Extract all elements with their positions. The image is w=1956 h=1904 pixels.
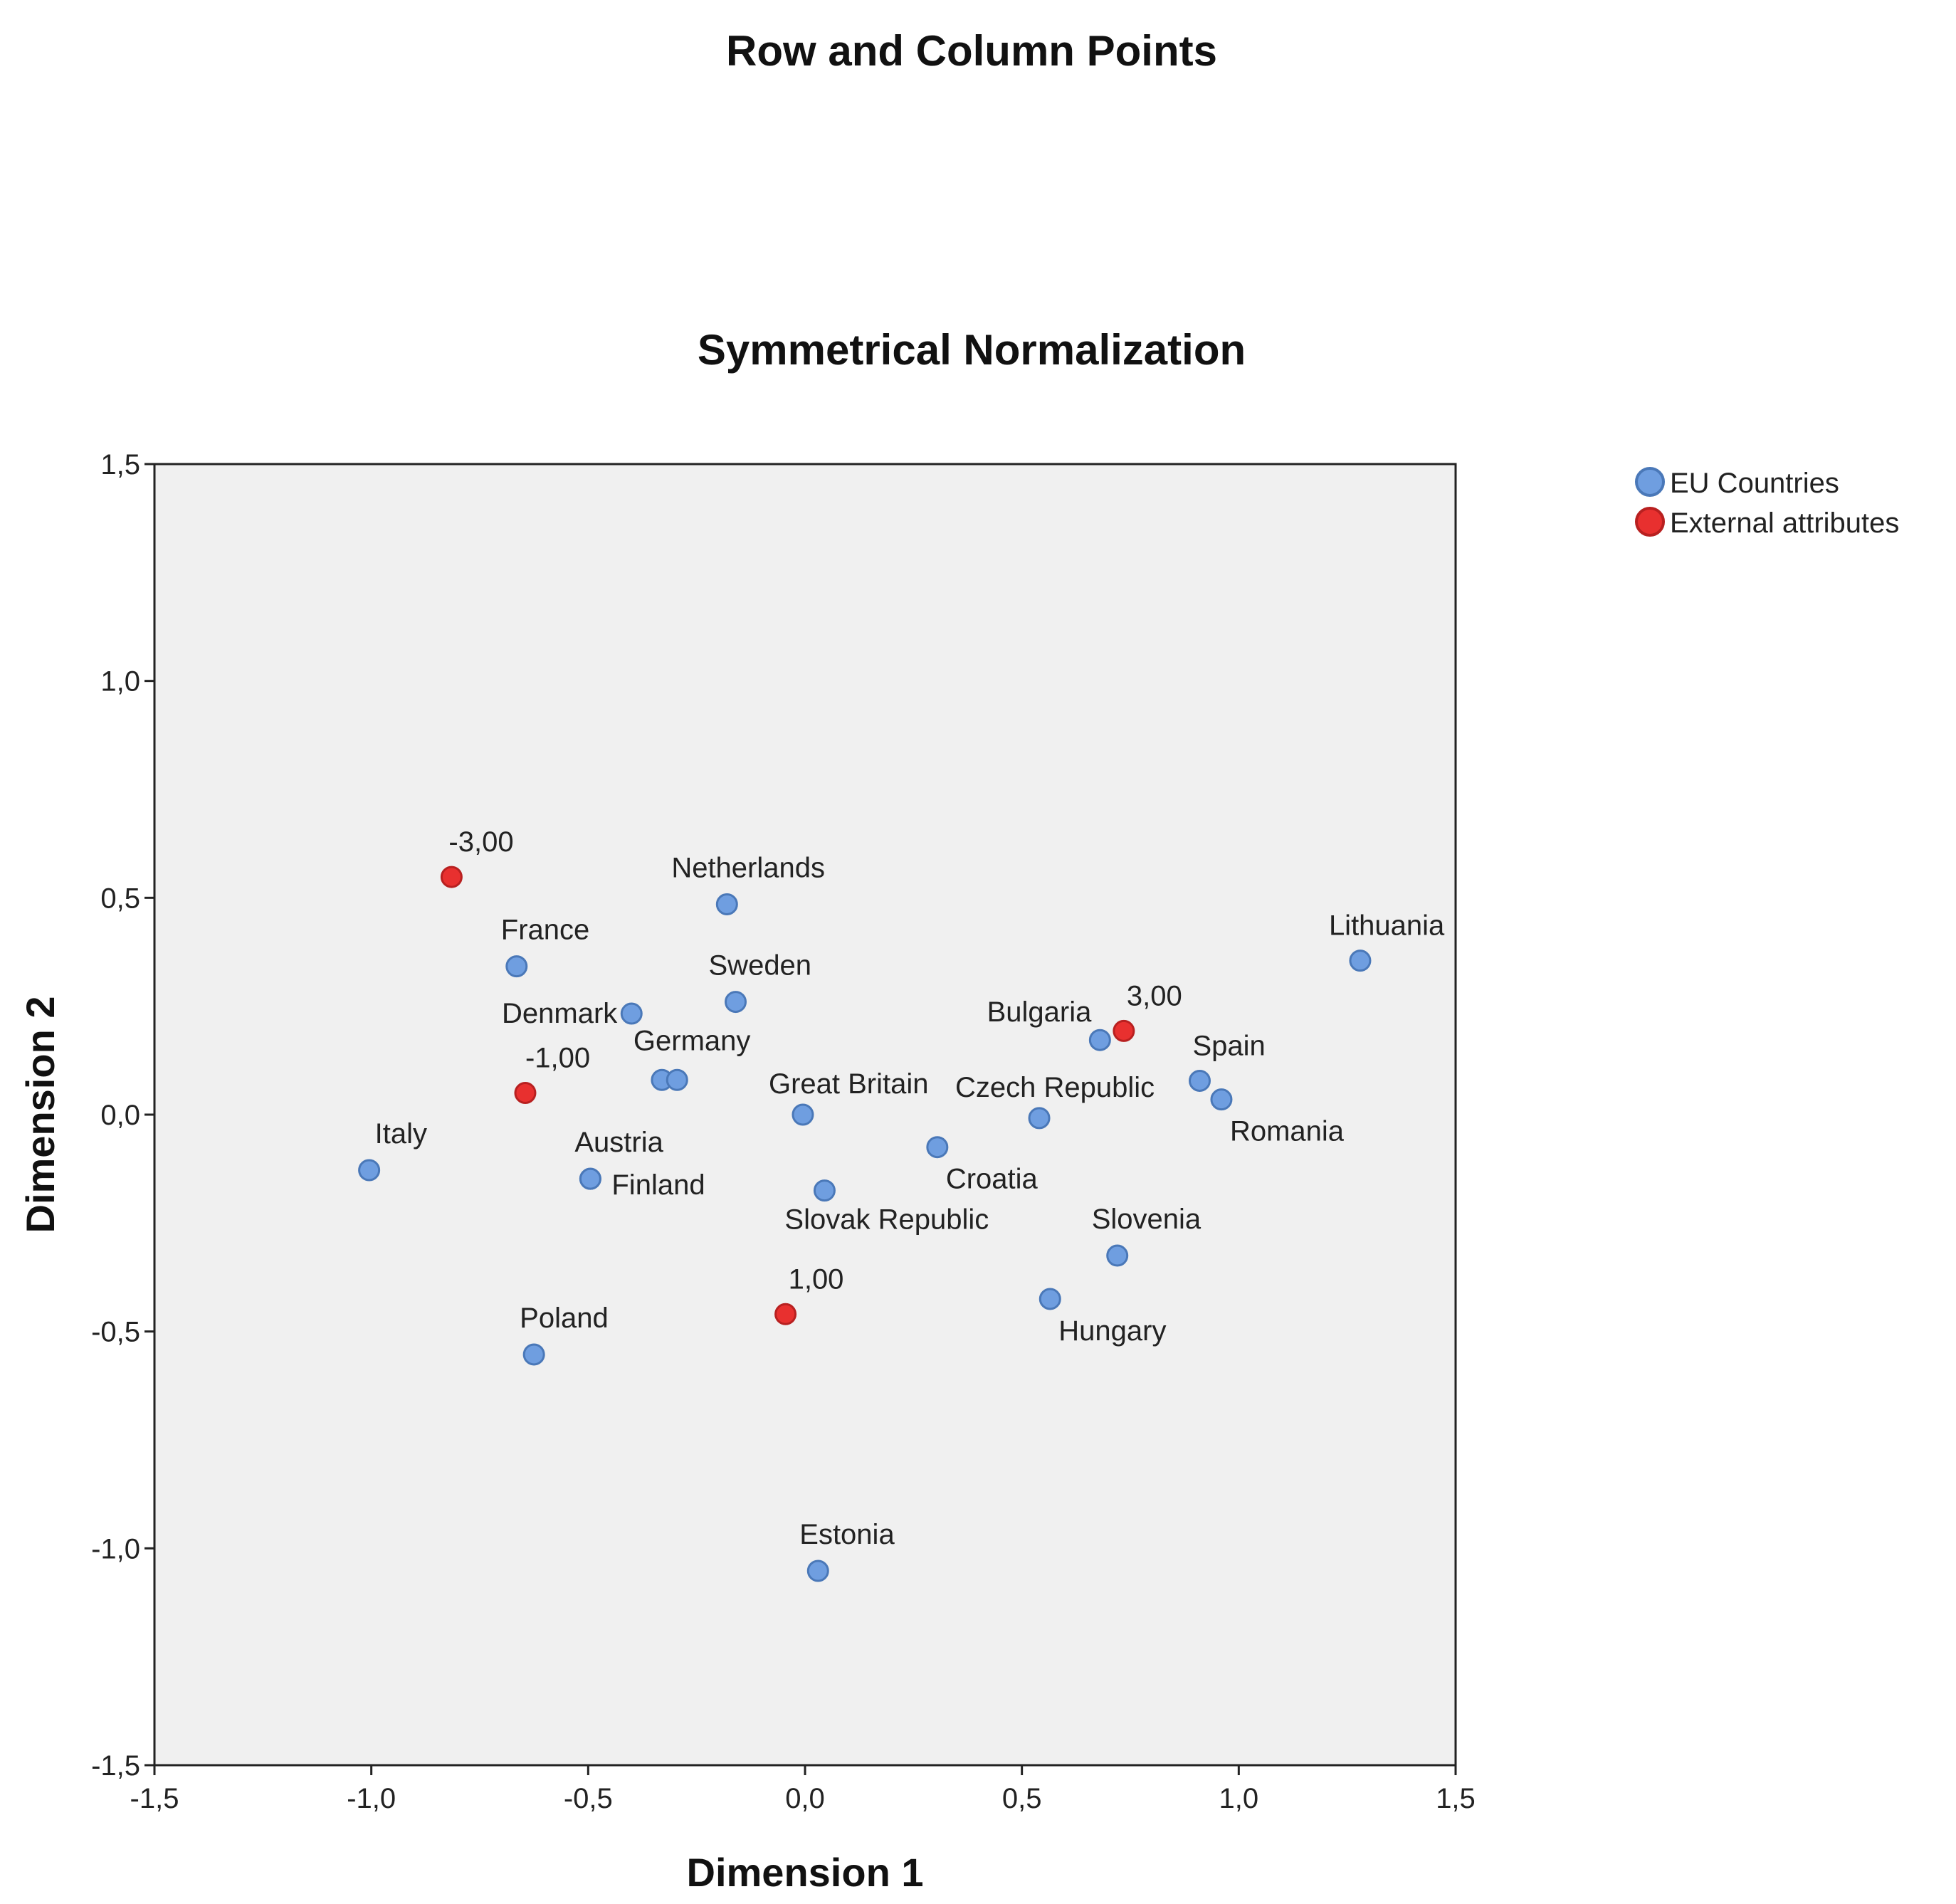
eu-country-point	[1039, 1288, 1061, 1310]
eu-country-point	[1088, 1029, 1111, 1051]
point-label: Sweden	[709, 950, 812, 982]
chart-subtitle: Symmetrical Normalization	[698, 326, 1246, 374]
point-label: Austria	[574, 1127, 663, 1158]
eu-country-point	[725, 991, 747, 1014]
x-tick-label: -1,0	[347, 1783, 396, 1814]
eu-country-point	[926, 1136, 949, 1159]
data-points	[358, 866, 1372, 1582]
legend-label-eu-countries: EU Countries	[1670, 468, 1839, 499]
x-tick-label: 1,0	[1219, 1783, 1259, 1814]
eu-country-point	[806, 1560, 829, 1582]
point-label: Lithuania	[1329, 910, 1445, 942]
eu-country-point	[715, 893, 738, 915]
x-tick-label: 0,0	[785, 1783, 825, 1814]
y-tick-label: 0,5	[100, 883, 140, 914]
point-label: Slovenia	[1092, 1204, 1202, 1235]
y-tick-label: 0,0	[100, 1100, 140, 1131]
point-label: Croatia	[946, 1164, 1039, 1195]
eu-country-point	[522, 1343, 545, 1366]
x-axis-title: Dimension 1	[687, 1850, 924, 1895]
point-label: 3,00	[1127, 980, 1182, 1011]
point-label: Poland	[520, 1303, 609, 1334]
eu-country-point	[813, 1179, 836, 1202]
x-tick-label: 1,5	[1436, 1783, 1476, 1814]
external-attribute-point	[440, 866, 463, 888]
y-tick-label: -1,0	[91, 1533, 140, 1564]
external-attribute-point	[1113, 1019, 1135, 1042]
y-tick-label: -1,5	[91, 1750, 140, 1782]
point-label: France	[501, 915, 590, 946]
y-tick-label: 1,0	[100, 666, 140, 698]
eu-country-point	[1210, 1088, 1233, 1111]
y-tick-label: -0,5	[91, 1317, 140, 1348]
point-label: Finland	[611, 1169, 705, 1201]
legend-label-external-attributes: External attributes	[1670, 507, 1899, 539]
point-label: -3,00	[448, 826, 513, 858]
point-label: 1,00	[789, 1263, 844, 1295]
y-axis-title: Dimension 2	[18, 996, 63, 1234]
point-label: Denmark	[502, 998, 618, 1029]
eu-country-point	[579, 1167, 601, 1190]
point-label: Germany	[633, 1025, 750, 1056]
point-label: Italy	[375, 1118, 427, 1150]
point-label: Romania	[1230, 1116, 1345, 1147]
legend-marker-eu-countries	[1635, 467, 1665, 497]
eu-country-point	[666, 1068, 688, 1091]
point-label: Slovak Republic	[784, 1204, 989, 1236]
eu-country-point	[1106, 1244, 1129, 1267]
point-label: Spain	[1192, 1030, 1265, 1061]
legend-marker-external-attributes	[1635, 507, 1665, 537]
x-tick-label: 0,5	[1002, 1783, 1042, 1814]
x-tick-label: -0,5	[564, 1783, 613, 1814]
point-label: Hungary	[1058, 1315, 1166, 1347]
point-label: Netherlands	[671, 852, 825, 883]
eu-country-point	[1188, 1069, 1211, 1092]
y-tick-label: 1,5	[100, 449, 140, 480]
point-labels: Netherlands France Sweden Denmark Germany Gre…	[375, 826, 1445, 1550]
legend: EU Countries External attributes	[1635, 467, 1899, 539]
chart-title: Row and Column Points	[726, 27, 1217, 75]
point-label: Bulgaria	[987, 996, 1093, 1028]
point-label: Czech Republic	[955, 1072, 1155, 1103]
x-tick-label: -1,5	[130, 1783, 179, 1814]
eu-country-point	[505, 955, 528, 978]
eu-country-point	[1349, 950, 1372, 972]
point-label: -1,00	[525, 1043, 590, 1074]
external-attribute-point	[774, 1303, 797, 1325]
eu-country-point	[358, 1159, 381, 1182]
point-label: Estonia	[799, 1519, 895, 1550]
eu-country-point	[792, 1103, 814, 1126]
y-axis: 1,5 1,0 0,5 0,0 -0,5 -1,0 -1,5	[91, 449, 154, 1782]
external-attribute-point	[514, 1082, 537, 1105]
x-axis: -1,5 -1,0 -0,5 0,0 0,5 1,0 1,5	[130, 1765, 1476, 1814]
point-label: Great Britain	[769, 1068, 929, 1100]
eu-country-point	[620, 1002, 643, 1025]
eu-country-point	[1028, 1107, 1051, 1130]
